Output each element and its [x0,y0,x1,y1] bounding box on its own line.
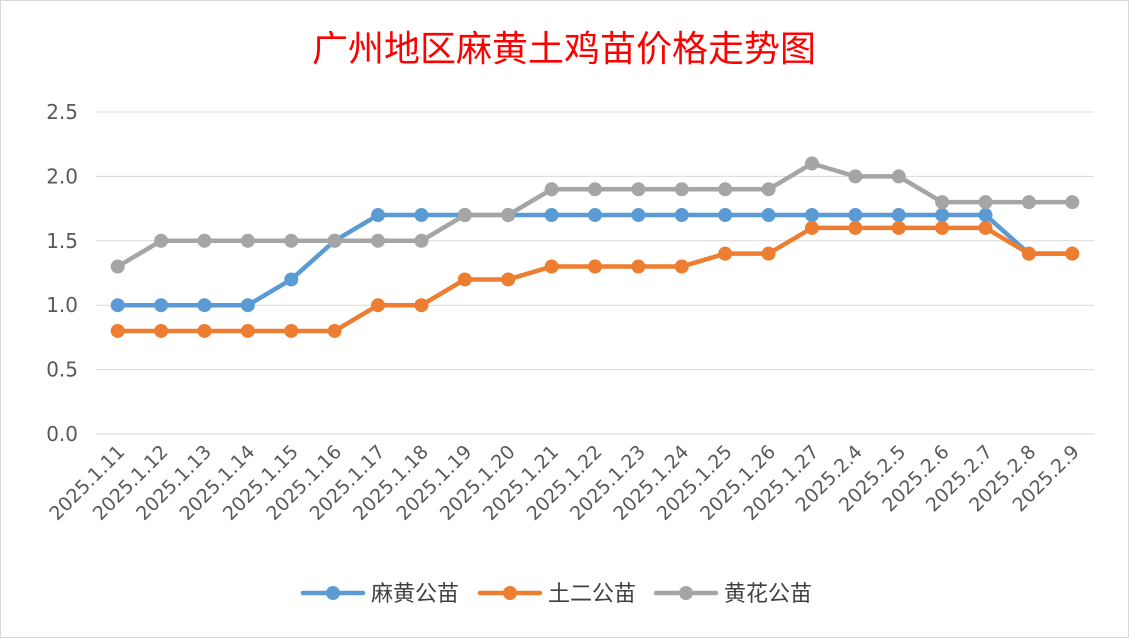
data-point [110,323,125,338]
data-point [935,220,950,235]
data-point [544,182,559,197]
y-tick-label: 1.5 [46,229,78,253]
data-point [978,220,993,235]
legend-swatch-marker [679,586,693,600]
legend: 麻黄公苗 土二公苗 黄花公苗 [300,582,812,607]
data-point [501,272,516,287]
data-point [414,208,429,223]
y-tick-label: 2.0 [46,164,78,188]
data-point [457,272,472,287]
y-tick-label: 0.0 [46,422,78,446]
data-point [284,272,299,287]
data-point [848,208,863,223]
data-point [891,169,906,184]
data-point [631,259,646,274]
data-point [110,298,125,313]
data-point [154,323,169,338]
series-3 [110,156,1080,274]
data-point [501,208,516,223]
y-tick-label: 2.5 [46,100,78,124]
data-point [631,182,646,197]
data-point [631,208,646,223]
data-point [1021,246,1036,261]
data-point [935,195,950,210]
data-point [240,298,255,313]
data-point [674,182,689,197]
series-line [115,225,1075,334]
legend-item: 土二公苗 [477,582,636,607]
data-point [414,298,429,313]
data-point [718,246,733,261]
legend-swatch-marker [503,586,517,600]
data-point [761,246,776,261]
data-point [240,233,255,248]
data-point [588,182,602,197]
legend-label: 土二公苗 [548,582,636,607]
data-point [197,323,212,338]
data-point [718,208,733,223]
data-point [371,208,386,223]
legend-swatch-marker [326,586,340,600]
data-point [284,233,299,248]
data-point [761,182,776,197]
legend-item: 麻黄公苗 [300,582,459,607]
data-point [891,208,906,223]
data-point [544,208,559,223]
data-point [804,156,819,171]
data-point [848,220,863,235]
data-point [1065,195,1080,210]
data-point [718,182,733,197]
data-point [1021,195,1036,210]
y-tick-label: 1.0 [46,293,78,317]
data-point [1065,246,1080,261]
data-point [371,298,386,313]
data-point [284,323,299,338]
data-point [935,208,950,223]
data-point [371,233,386,248]
chart-title: 广州地区麻黄土鸡苗价格走势图 [312,29,816,70]
data-point [544,259,559,274]
data-point [588,208,602,223]
data-point [154,233,169,248]
series-lines [110,156,1080,338]
data-point [327,233,342,248]
data-point [110,259,125,274]
data-point [197,298,212,313]
data-point [197,233,212,248]
data-point [457,208,472,223]
data-point [674,208,689,223]
x-axis-ticks: 2025.1.112025.1.122025.1.132025.1.142025… [45,441,1084,525]
series-2 [110,220,1080,338]
legend-item: 黄花公苗 [653,582,812,607]
data-point [761,208,776,223]
data-point [978,208,993,223]
y-tick-label: 0.5 [46,358,78,382]
data-point [414,233,429,248]
data-point [804,220,819,235]
legend-label: 麻黄公苗 [371,582,459,607]
data-point [891,220,906,235]
data-point [674,259,689,274]
data-point [327,323,342,338]
data-point [804,208,819,223]
data-point [978,195,993,210]
data-point [588,259,602,274]
y-axis-ticks: 0.0 0.5 1.0 1.5 2.0 2.5 [46,100,78,446]
data-point [240,323,255,338]
legend-label: 黄花公苗 [724,582,812,607]
data-point [154,298,169,313]
series-1 [110,208,1080,313]
data-point [848,169,863,184]
